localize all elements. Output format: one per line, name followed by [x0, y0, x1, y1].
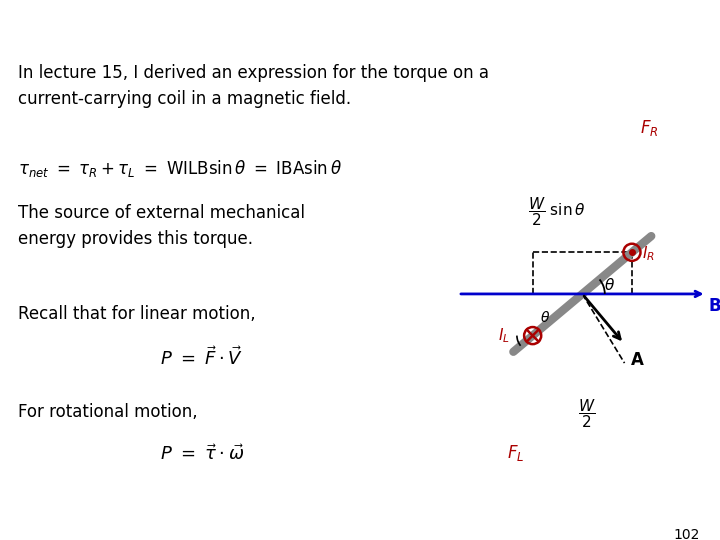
Text: $P\ =\ \vec{\tau}\cdot\vec{\omega}$: $P\ =\ \vec{\tau}\cdot\vec{\omega}$	[160, 444, 245, 464]
Text: $\dfrac{W}{2}$: $\dfrac{W}{2}$	[578, 397, 595, 430]
Text: $\theta$: $\theta$	[604, 277, 615, 293]
Text: Recall that for linear motion,: Recall that for linear motion,	[18, 305, 256, 322]
Text: $\theta$: $\theta$	[540, 310, 550, 325]
Text: $I_L$: $I_L$	[498, 326, 510, 345]
Text: leftover: torque on generator coils: leftover: torque on generator coils	[13, 16, 371, 36]
Text: $\tau_{net}\ =\ \tau_R + \tau_L\ =\ \mathrm{WILB}\sin\theta\ =\ \mathrm{IBA}\sin: $\tau_{net}\ =\ \tau_R + \tau_L\ =\ \mat…	[18, 158, 342, 179]
Text: $\dfrac{W}{2}\ \sin\theta$: $\dfrac{W}{2}\ \sin\theta$	[528, 195, 585, 228]
Text: A: A	[631, 351, 644, 369]
Text: $F_L$: $F_L$	[508, 443, 525, 463]
Text: 102: 102	[674, 528, 700, 540]
Text: $I_R$: $I_R$	[642, 244, 654, 262]
Text: In lecture 15, I derived an expression for the torque on a
current-carrying coil: In lecture 15, I derived an expression f…	[18, 64, 489, 108]
Text: $F_R$: $F_R$	[640, 118, 659, 138]
Text: B: B	[708, 296, 720, 315]
Text: $P\ =\ \vec{F}\cdot\vec{V}$: $P\ =\ \vec{F}\cdot\vec{V}$	[160, 346, 243, 369]
Text: The source of external mechanical
energy provides this torque.: The source of external mechanical energy…	[18, 204, 305, 248]
Text: For rotational motion,: For rotational motion,	[18, 403, 197, 421]
